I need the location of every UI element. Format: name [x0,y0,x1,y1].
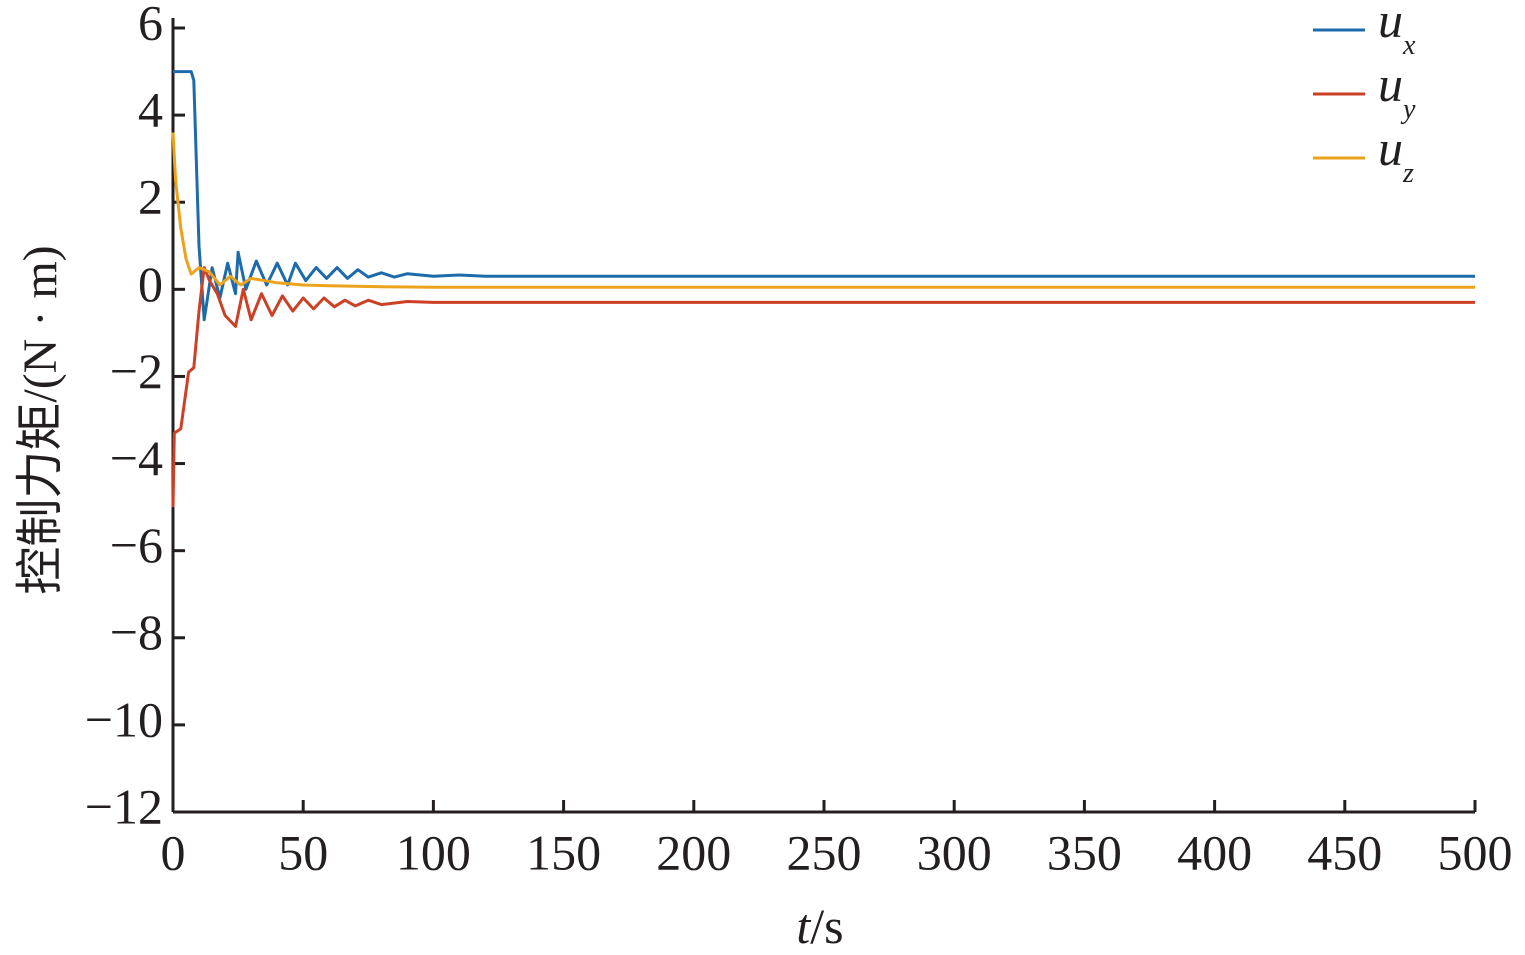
x-tick-label: 500 [1438,824,1513,880]
y-tick-label: 4 [138,82,163,138]
x-tick-label: 200 [656,824,731,880]
y-tick-label: −8 [110,604,163,660]
x-tick-label: 250 [787,824,862,880]
series-line [173,70,1475,322]
x-tick-label: 450 [1307,824,1382,880]
series-line [171,132,1475,289]
x-tick-label: 0 [161,824,186,880]
y-axis-label: 控制力矩/(N · m) [14,245,67,594]
y-tick-label: −10 [85,691,163,747]
x-tick-label: 50 [278,824,328,880]
x-tick-label: 150 [526,824,601,880]
legend-label: uy [1378,56,1416,125]
legend-label: ux [1378,0,1416,61]
series-line [171,266,1475,508]
x-tick-label: 350 [1047,824,1122,880]
y-tick-label: −2 [110,343,163,399]
y-tick-label: −4 [110,430,163,486]
x-tick-label: 400 [1177,824,1252,880]
legend-label: uz [1378,120,1414,189]
y-tick-label: −6 [110,517,163,573]
x-tick-label: 100 [396,824,471,880]
y-tick-label: 0 [138,256,163,312]
y-tick-label: −12 [85,778,163,834]
y-tick-label: 6 [138,0,163,50]
x-tick-label: 300 [917,824,992,880]
y-tick-label: 2 [138,169,163,225]
x-axis-label: t/s [796,898,843,954]
